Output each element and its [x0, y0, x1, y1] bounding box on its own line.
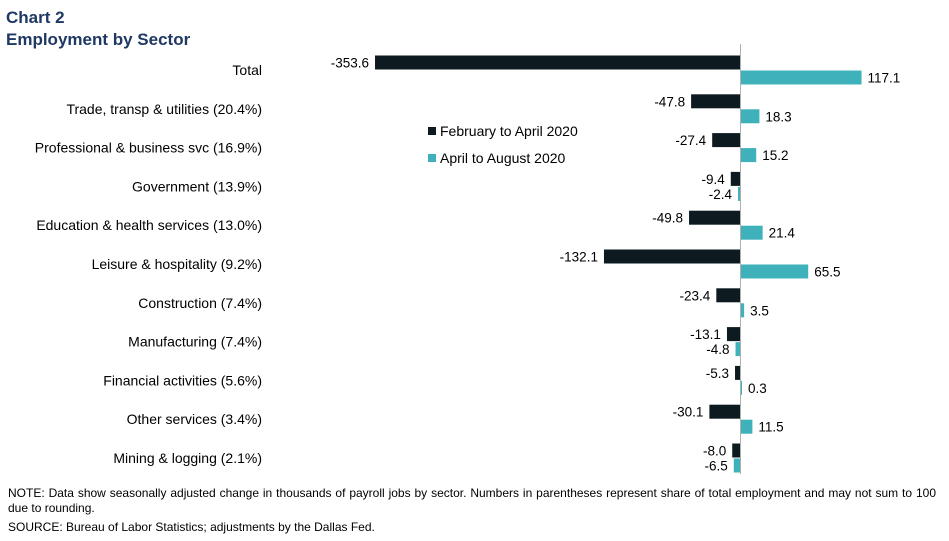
- legend-label: February to April 2020: [440, 123, 578, 139]
- data-label: -23.4: [680, 288, 711, 303]
- data-label: 15.2: [762, 148, 788, 163]
- footnote: NOTE: Data show seasonally adjusted chan…: [8, 486, 936, 515]
- category-label: Total: [232, 62, 262, 78]
- bar-apr-aug: [740, 303, 745, 318]
- data-label: 0.3: [748, 381, 767, 396]
- category-label: Leisure & hospitality (9.2%): [92, 256, 262, 272]
- data-label: -47.8: [654, 94, 685, 109]
- data-label: 65.5: [814, 265, 840, 280]
- bar-feb-apr: [732, 443, 741, 458]
- bar-feb-apr: [689, 210, 741, 225]
- data-label: -4.8: [706, 342, 729, 357]
- bar-feb-apr: [726, 327, 741, 342]
- data-label: 21.4: [769, 226, 796, 241]
- bar-apr-aug: [740, 70, 862, 85]
- data-label: -2.4: [709, 187, 733, 202]
- bar-apr-aug: [740, 148, 757, 163]
- category-label: Construction (7.4%): [138, 295, 262, 311]
- category-label: Government (13.9%): [132, 178, 262, 194]
- legend-label: April to August 2020: [440, 150, 566, 166]
- chart-number: Chart 2: [6, 8, 65, 27]
- category-label: Mining & logging (2.1%): [113, 450, 262, 466]
- bar-apr-aug: [740, 380, 742, 395]
- legend-swatch-apr-aug: [428, 154, 436, 162]
- category-label: Manufacturing (7.4%): [128, 334, 262, 350]
- source-note: SOURCE: Bureau of Labor Statistics; adju…: [8, 520, 375, 534]
- data-label: 18.3: [765, 109, 791, 124]
- data-label: -9.4: [702, 172, 726, 187]
- data-label: -30.1: [673, 405, 704, 420]
- data-label: -49.8: [652, 211, 683, 226]
- chart-title: Employment by Sector: [6, 30, 191, 49]
- category-label: Professional & business svc (16.9%): [35, 140, 262, 156]
- category-labels-layer: Total Trade, transp & utilities (20.4%) Pr…: [35, 62, 262, 466]
- bar-apr-aug: [738, 186, 741, 201]
- category-label: Financial activities (5.6%): [103, 372, 262, 388]
- bar-feb-apr: [712, 133, 741, 148]
- bar-apr-aug: [740, 264, 809, 279]
- data-label: -353.6: [331, 56, 369, 71]
- bar-feb-apr: [716, 288, 741, 303]
- bar-apr-aug: [740, 419, 753, 434]
- bar-feb-apr: [691, 94, 741, 109]
- category-label: Other services (3.4%): [127, 411, 262, 427]
- data-label: -5.3: [706, 366, 729, 381]
- bar-feb-apr: [735, 365, 741, 380]
- bar-feb-apr: [603, 249, 741, 264]
- bar-apr-aug: [740, 109, 760, 124]
- data-label: -27.4: [675, 133, 706, 148]
- bar-apr-aug: [733, 458, 741, 473]
- bar-apr-aug: [740, 225, 763, 240]
- data-label: -13.1: [690, 327, 721, 342]
- data-label: -6.5: [705, 459, 728, 474]
- legend: February to April 2020 April to August 20…: [428, 123, 578, 166]
- value-labels-layer: -353.6 117.1 -47.8 18.3 -27.4 15.2 -9.4-2.4 -49…: [331, 56, 901, 474]
- bar-apr-aug: [735, 342, 741, 357]
- legend-swatch-feb-apr: [428, 127, 436, 135]
- data-label: 117.1: [868, 71, 901, 86]
- data-label: 3.5: [750, 303, 769, 318]
- data-label: -8.0: [703, 444, 726, 459]
- bar-chart: -353.6 117.1 -47.8 18.3 -27.4 15.2 -9.4-2.4 -49…: [35, 44, 901, 474]
- bars-layer: [375, 55, 862, 473]
- bar-feb-apr: [709, 404, 741, 419]
- data-label: 11.5: [758, 420, 783, 435]
- data-label: -132.1: [560, 250, 598, 265]
- bar-feb-apr: [375, 55, 741, 70]
- category-label: Trade, transp & utilities (20.4%): [66, 101, 262, 117]
- category-label: Education & health services (13.0%): [36, 217, 262, 233]
- bar-feb-apr: [730, 171, 741, 186]
